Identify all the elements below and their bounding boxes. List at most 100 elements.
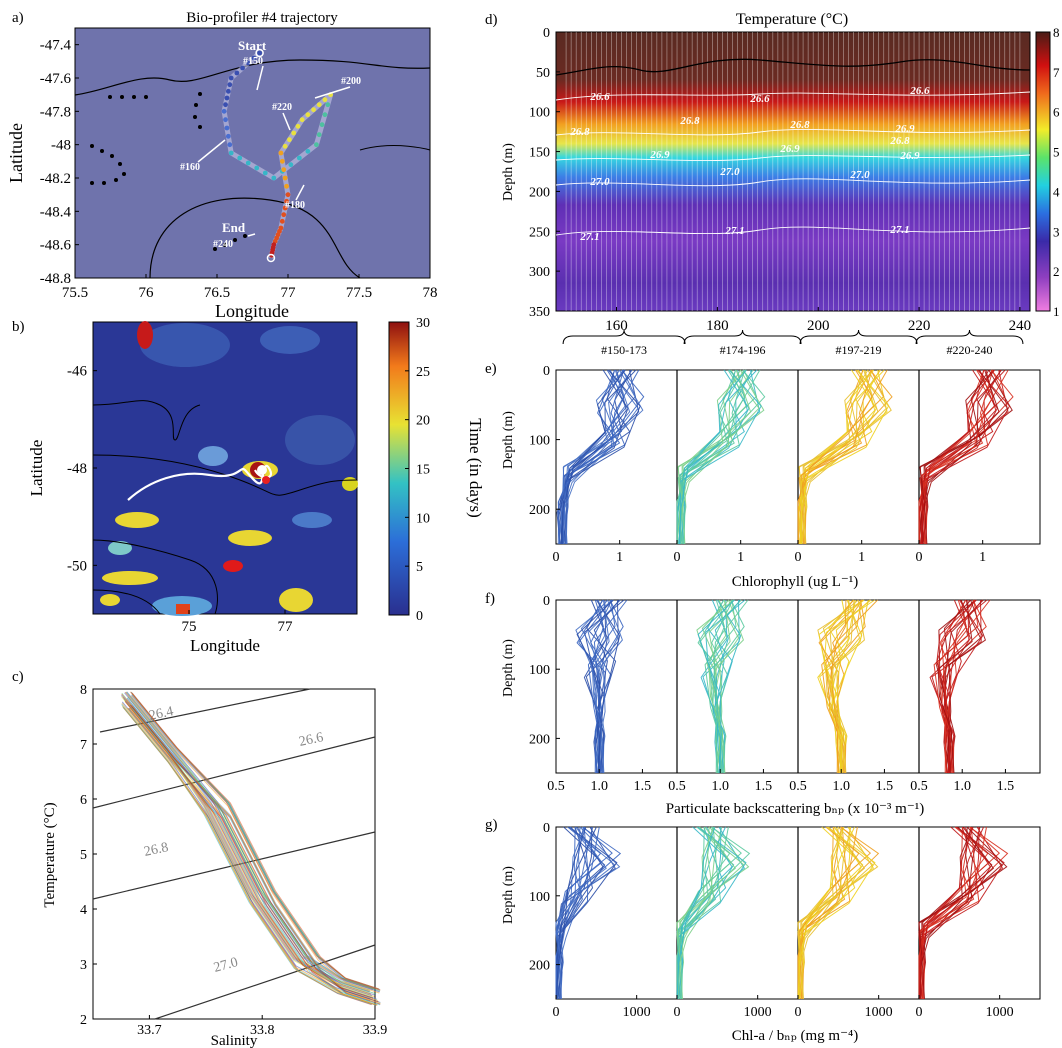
profile-line xyxy=(817,599,864,774)
profile-line xyxy=(676,369,761,545)
x-tick-label: 0 xyxy=(795,550,802,565)
profile-line xyxy=(797,369,888,545)
end-marker xyxy=(266,253,276,263)
x-tick-label: 1000 xyxy=(986,1005,1014,1020)
trajectory-point xyxy=(325,102,331,108)
trajectory-point xyxy=(278,150,284,156)
contour-label: 26.8 xyxy=(679,115,700,127)
colorbar-tick-label: 5 xyxy=(1053,145,1060,160)
trajectory-point xyxy=(221,108,227,114)
profile-line xyxy=(942,599,991,774)
annotation-240: #240 xyxy=(213,239,233,250)
trajectory-point xyxy=(282,205,288,211)
contour-label: 27.0 xyxy=(849,169,870,181)
profile-line xyxy=(938,599,977,774)
profile-line xyxy=(713,599,749,774)
ts-profile xyxy=(124,691,374,990)
colorbar-tick-label: 30 xyxy=(416,316,430,331)
trajectory-point xyxy=(305,112,311,118)
isopycnal-26-8: 26.8 xyxy=(143,840,170,860)
y-tick-label: 5 xyxy=(80,848,87,863)
trajectory-point xyxy=(271,175,277,181)
profile-line xyxy=(587,599,616,774)
trajectory-point xyxy=(245,160,251,166)
profile-line xyxy=(937,599,973,774)
x-tick-label: 77 xyxy=(281,285,297,301)
x-tick-label: 77 xyxy=(278,619,294,635)
annotation-start: Start xyxy=(238,38,267,53)
x-tick-label: 0 xyxy=(553,550,560,565)
profile-line xyxy=(562,369,629,545)
y-tick-label: 100 xyxy=(529,434,550,449)
y-tick-label: -47.8 xyxy=(40,104,71,120)
panel-f-letter: f) xyxy=(485,591,495,607)
panel-e-letter: e) xyxy=(485,361,497,377)
group-label: #197-219 xyxy=(836,343,882,357)
contour-label: 27.0 xyxy=(719,166,740,178)
profile-line xyxy=(817,599,856,774)
trajectory-point xyxy=(223,117,228,123)
trajectory-point xyxy=(316,132,322,138)
colorbar-tick-label: 10 xyxy=(416,511,430,526)
y-tick-label: 0 xyxy=(543,26,550,41)
group-brace xyxy=(915,329,1024,345)
panel-b-ylabel: Latitude xyxy=(27,440,46,497)
x-tick-label: 1 xyxy=(616,550,623,565)
profile-line xyxy=(918,826,987,999)
panel-b-colorbar-ticks: 0 5 10 15 20 25 30 xyxy=(405,316,430,624)
profile-line xyxy=(576,599,614,774)
panel-a-xlabel: Longitude xyxy=(215,301,289,321)
panel-a-contour xyxy=(149,197,361,279)
panel-e-ylabel: Depth (m) xyxy=(501,411,516,469)
panel-c-ts-profiles xyxy=(121,691,381,1006)
trajectory-point xyxy=(225,133,231,139)
contour-label: 26.8 xyxy=(889,135,910,147)
profile-line xyxy=(593,599,628,774)
y-tick-label: 100 xyxy=(529,106,550,121)
x-tick-label: 240 xyxy=(1009,318,1032,334)
x-tick-label: 1000 xyxy=(744,1005,772,1020)
profile-line xyxy=(591,599,610,774)
panel-b-start-marker xyxy=(257,465,267,475)
y-tick-label: -48.2 xyxy=(40,171,71,187)
panel-c: c) 26.4 26.6 26.8 27.0 33.7 33.8 33.9 2 3 4 5… xyxy=(12,669,387,1048)
contour-label: 26.9 xyxy=(649,149,670,161)
trajectory-point xyxy=(227,142,233,148)
profile-line xyxy=(556,369,632,545)
trajectory-point xyxy=(291,130,297,136)
y-tick-label: -48.8 xyxy=(40,271,71,287)
colorbar-tick-label: 7 xyxy=(1053,65,1060,80)
trajectory-point xyxy=(287,137,292,143)
trajectory-point xyxy=(262,170,268,176)
contour-label: 26.9 xyxy=(779,143,800,155)
panel-d-yticks: 0 50 100 150 200 250 300 350 xyxy=(529,26,560,320)
x-tick-label: 76 xyxy=(139,285,155,301)
profile-line xyxy=(708,599,731,774)
profile-line xyxy=(821,599,862,774)
colorbar-tick-label: 3 xyxy=(1053,224,1060,239)
panel-c-ylabel: Temperature (°C) xyxy=(42,802,58,907)
y-tick-label: 100 xyxy=(529,890,550,905)
panel-b-letter: b) xyxy=(12,319,25,335)
x-tick-label: 1.0 xyxy=(832,779,850,794)
x-tick-label: 0.5 xyxy=(910,779,928,794)
profile-line xyxy=(830,599,861,774)
x-tick-label: 220 xyxy=(908,318,931,334)
y-tick-label: 200 xyxy=(529,185,550,200)
trajectory-point xyxy=(281,212,287,218)
profile-line xyxy=(918,826,974,1000)
x-tick-label: 1.5 xyxy=(876,779,894,794)
y-tick-label: 6 xyxy=(80,793,87,808)
profile-line xyxy=(708,599,726,774)
x-tick-label: 75.5 xyxy=(62,285,88,301)
y-tick-label: 0 xyxy=(543,594,550,609)
profile-line xyxy=(823,599,875,774)
y-tick-label: 150 xyxy=(529,146,550,161)
trajectory-point xyxy=(314,142,319,148)
trajectory-point xyxy=(225,88,231,94)
y-tick-label: -48 xyxy=(67,461,87,477)
colorbar-tick-label: 20 xyxy=(416,414,430,429)
trajectory-point xyxy=(227,82,233,88)
panel-c-xlabel: Salinity xyxy=(211,1033,258,1048)
